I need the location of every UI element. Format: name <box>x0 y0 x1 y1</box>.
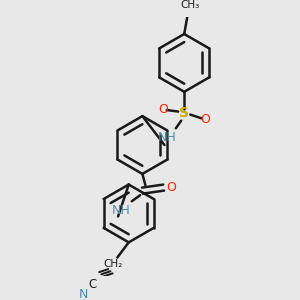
Text: O: O <box>167 181 176 194</box>
Text: C: C <box>88 278 96 291</box>
Text: CH₂: CH₂ <box>103 259 122 269</box>
Text: CH₃: CH₃ <box>181 0 200 10</box>
Text: NH: NH <box>158 131 177 144</box>
Text: N: N <box>78 288 88 300</box>
Text: S: S <box>179 106 189 120</box>
Text: O: O <box>201 113 210 126</box>
Text: NH: NH <box>112 204 130 217</box>
Text: O: O <box>158 103 168 116</box>
